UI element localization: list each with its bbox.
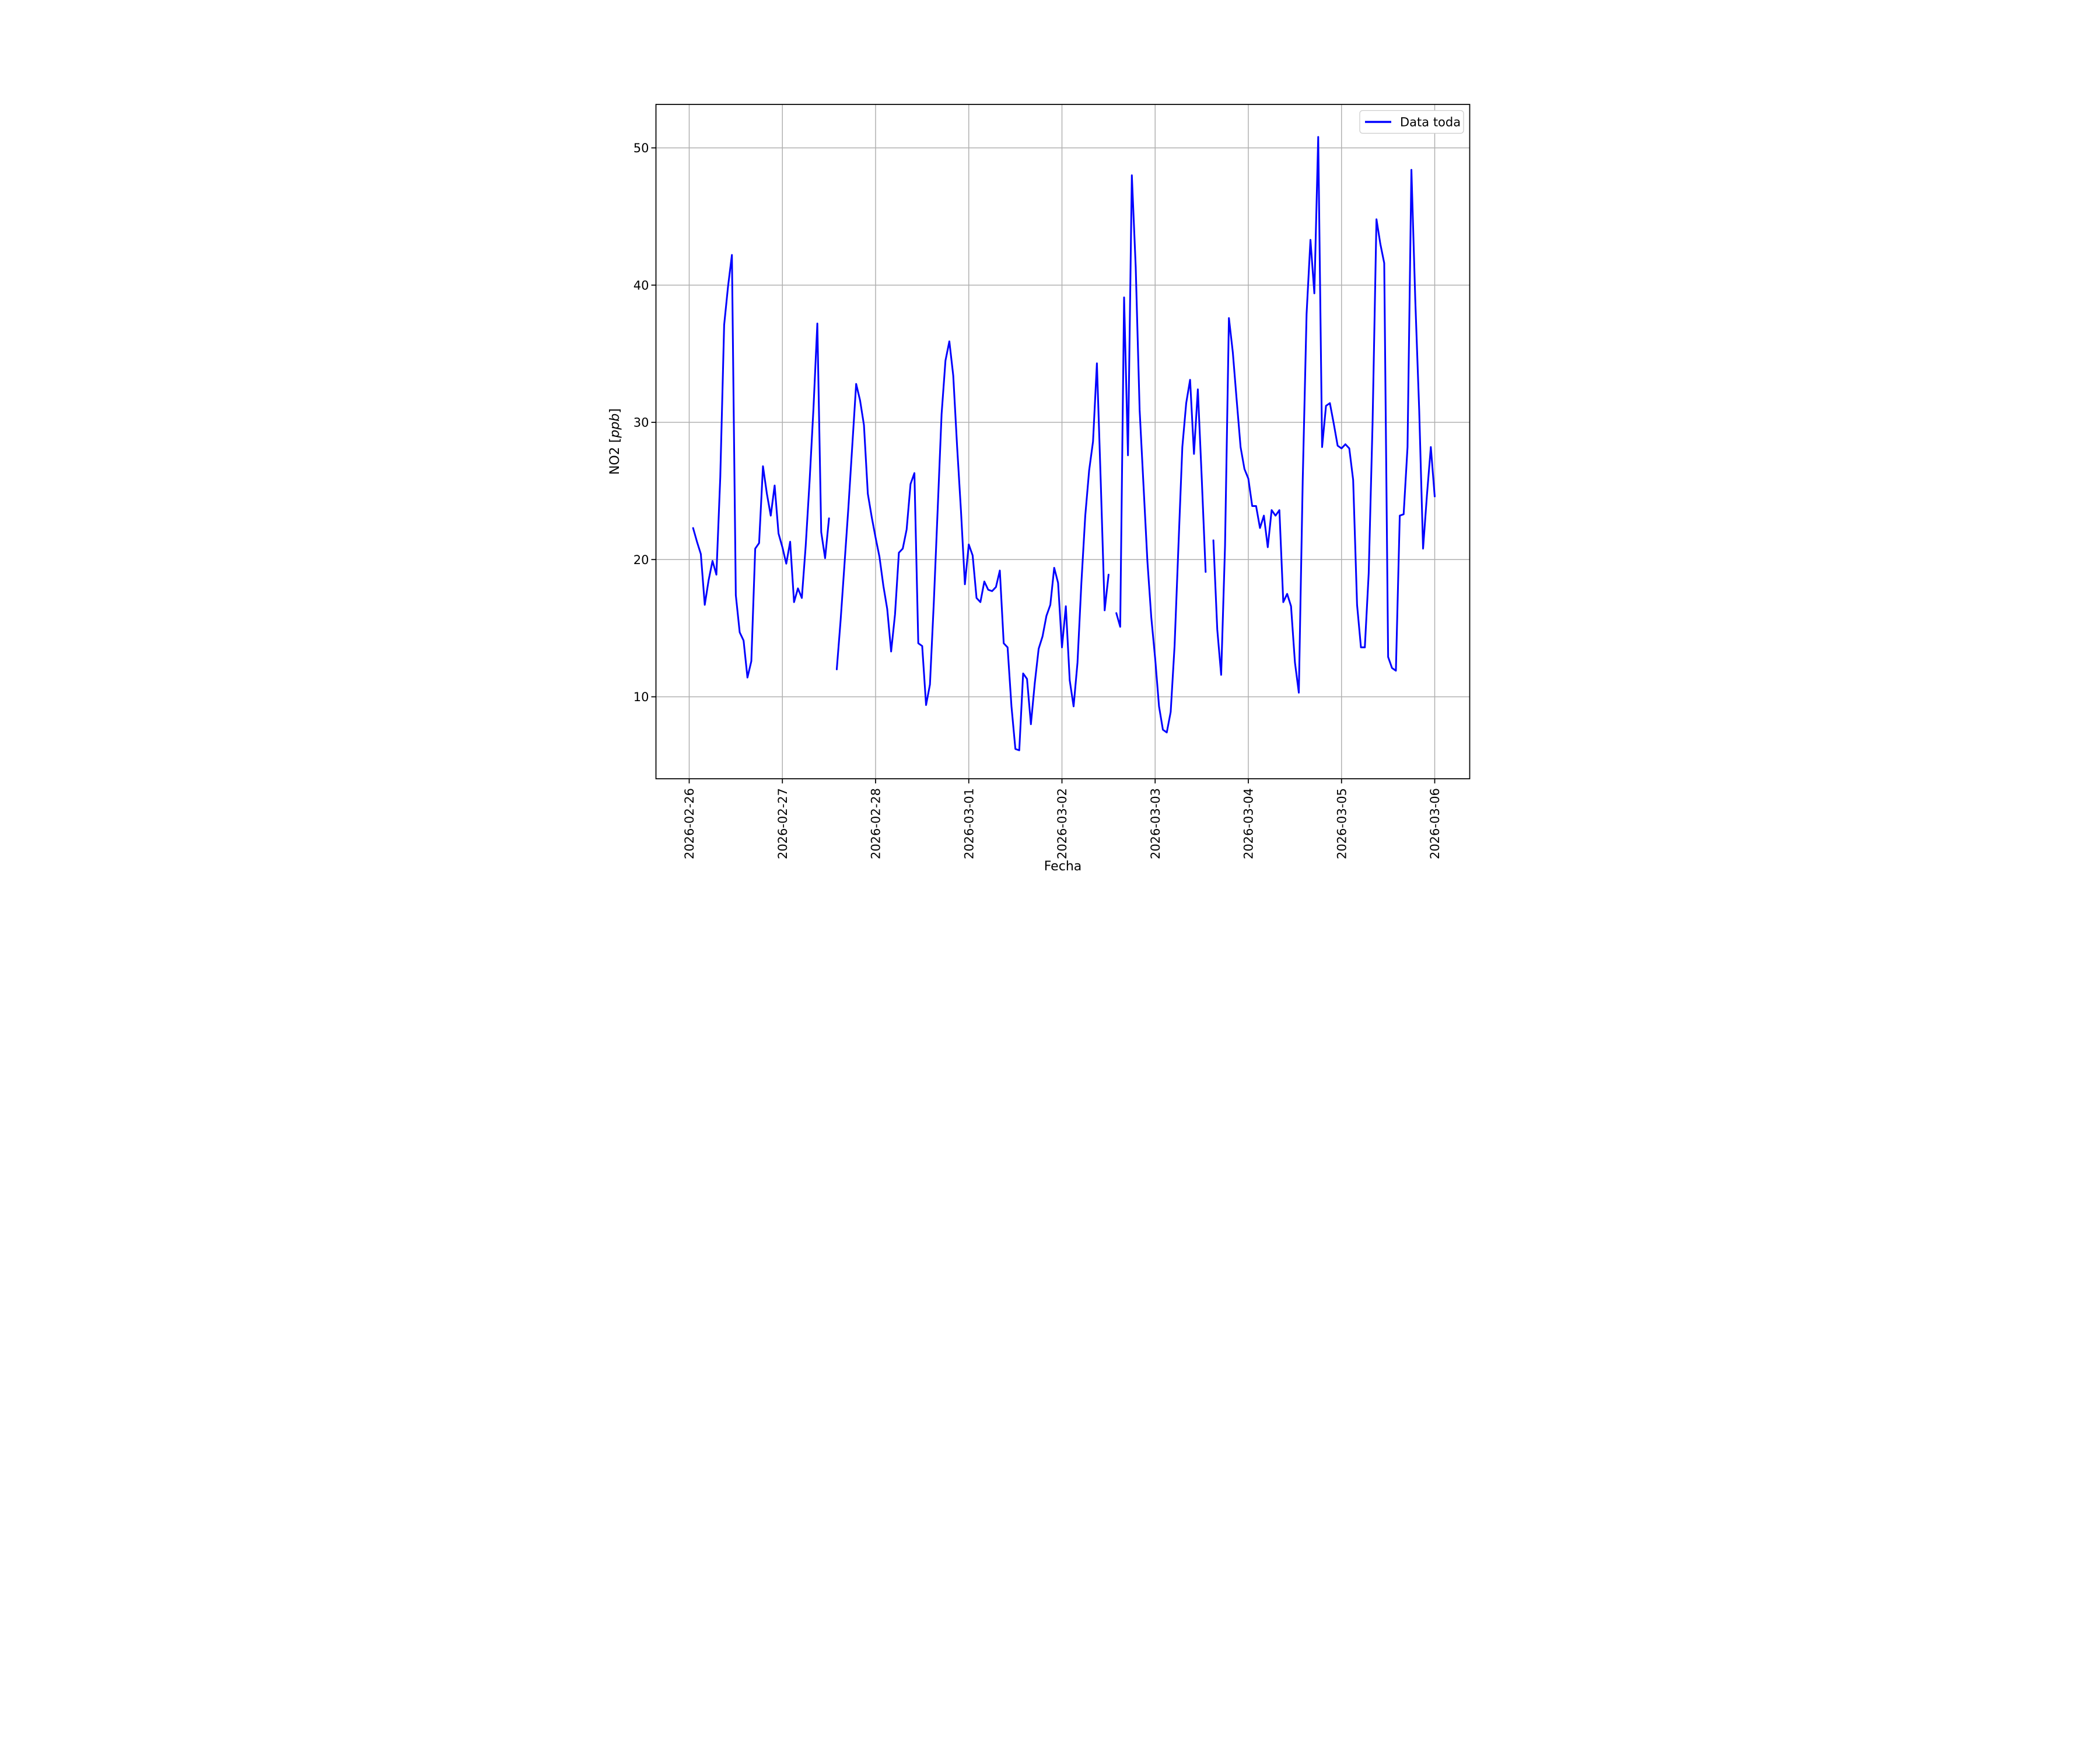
figure: 2026-02-26 2026-02-27 2026-02-28 2026-03-01… bbox=[525, 0, 1575, 875]
legend: Data toda bbox=[1359, 110, 1464, 134]
y-tick-label: 10 bbox=[634, 690, 649, 704]
data-line bbox=[692, 136, 1436, 751]
x-tick-label: 2026-03-06 bbox=[1428, 788, 1442, 859]
series-line-group bbox=[692, 136, 1436, 751]
x-tick-label: 2026-03-03 bbox=[1149, 788, 1163, 859]
x-axis-label: Fecha bbox=[1044, 859, 1082, 874]
gridlines bbox=[656, 104, 1470, 779]
y-tick-label: 50 bbox=[634, 141, 649, 155]
x-tick-label: 2026-02-26 bbox=[682, 788, 696, 859]
x-tick-label: 2026-03-04 bbox=[1242, 788, 1256, 859]
legend-box bbox=[1359, 110, 1464, 134]
y-tick-label: 40 bbox=[634, 278, 649, 292]
axis-ticks bbox=[651, 147, 1436, 783]
plot-border-rect bbox=[655, 104, 1471, 779]
legend-label: Data toda bbox=[1400, 116, 1461, 130]
y-tick-label: 20 bbox=[634, 553, 649, 567]
y-axis-label: NO2 [ppb] bbox=[608, 408, 622, 475]
tick-labels: 2026-02-26 2026-02-27 2026-02-28 2026-03-01… bbox=[634, 141, 1442, 859]
x-tick-label: 2026-03-05 bbox=[1335, 788, 1349, 859]
x-tick-label: 2026-03-01 bbox=[962, 788, 976, 859]
x-tick-label: 2026-03-02 bbox=[1055, 788, 1069, 859]
plot-border bbox=[655, 104, 1471, 779]
x-tick-label: 2026-02-27 bbox=[776, 788, 790, 859]
no2-line-chart: 2026-02-26 2026-02-27 2026-02-28 2026-03-01… bbox=[525, 0, 1575, 875]
axis-labels: Fecha NO2 [ppb] bbox=[608, 408, 1082, 874]
y-tick-label: 30 bbox=[634, 416, 649, 430]
x-tick-label: 2026-02-28 bbox=[869, 788, 883, 859]
